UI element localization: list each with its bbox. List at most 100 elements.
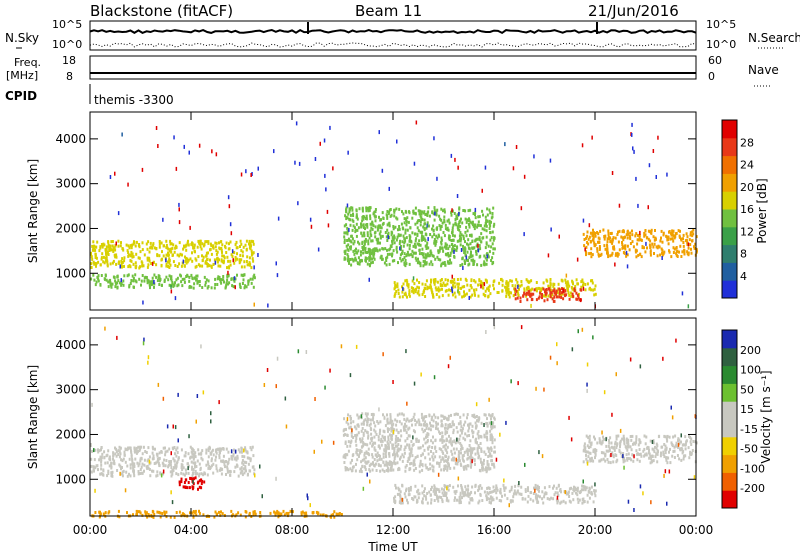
heatmap-cell [503, 486, 506, 490]
heatmap-cell [555, 486, 558, 490]
heatmap-cell [176, 276, 179, 280]
heatmap-cell [227, 195, 230, 200]
heatmap-cell [185, 248, 188, 252]
heatmap-cell [512, 492, 515, 496]
heatmap-cell [402, 227, 405, 231]
heatmap-cell [597, 254, 600, 258]
heatmap-cell [93, 458, 96, 462]
heatmap-cell [277, 216, 280, 221]
heatmap-cell [447, 278, 449, 282]
heatmap-cell [467, 494, 470, 498]
heatmap-cell [521, 497, 524, 501]
heatmap-cell [406, 417, 409, 421]
heatmap-cell [408, 293, 411, 296]
heatmap-cell [649, 439, 652, 443]
heatmap-cell [187, 239, 189, 243]
heatmap-cell [487, 288, 490, 292]
heatmap-cell [421, 416, 424, 420]
heatmap-cell [146, 459, 149, 463]
heatmap-cell [488, 487, 491, 490]
heatmap-cell [186, 260, 189, 264]
heatmap-cell [439, 279, 442, 283]
heatmap-cell [344, 456, 347, 460]
heatmap-cell [393, 452, 396, 456]
heatmap-cell [463, 450, 466, 454]
heatmap-cell [481, 227, 484, 231]
heatmap-cell [499, 487, 502, 491]
heatmap-cell [364, 468, 367, 471]
heatmap-cell [393, 208, 396, 212]
heatmap-cell [467, 484, 470, 488]
heatmap-cell [175, 464, 178, 468]
heatmap-cell [91, 248, 94, 252]
heatmap-cell [252, 513, 255, 517]
heatmap-cell [181, 468, 184, 471]
heatmap-cell [153, 246, 156, 250]
heatmap-cell [583, 442, 586, 446]
heatmap-cell [464, 209, 467, 213]
heatmap-cell [104, 274, 107, 278]
heatmap-cell [386, 421, 389, 425]
heatmap-cell [591, 279, 594, 283]
heatmap-cell [174, 244, 177, 248]
heatmap-cell [415, 287, 417, 291]
heatmap-cell [669, 447, 671, 451]
heatmap-cell [454, 157, 456, 162]
heatmap-cell [110, 461, 113, 465]
heatmap-cell [624, 235, 626, 239]
heatmap-cell [491, 230, 494, 234]
heatmap-cell [346, 466, 349, 470]
heatmap-cell [592, 238, 594, 242]
heatmap-cell [160, 258, 163, 262]
heatmap-cell [479, 484, 482, 488]
heatmap-cell [441, 450, 444, 454]
heatmap-cell [112, 259, 115, 263]
heatmap-cell [632, 459, 635, 463]
heatmap-cell [366, 262, 369, 266]
heatmap-cell [231, 284, 234, 288]
heatmap-cell [465, 488, 468, 492]
heatmap-cell [132, 279, 135, 283]
heatmap-cell [198, 485, 201, 489]
heatmap-cell [172, 260, 175, 264]
heatmap-cell [97, 448, 99, 452]
heatmap-cell [130, 246, 133, 250]
heatmap-cell [176, 265, 179, 268]
heatmap-cell [130, 252, 133, 256]
heatmap-cell [434, 257, 437, 261]
heatmap-cell [477, 419, 480, 423]
heatmap-cell [167, 251, 169, 255]
heatmap-cell [240, 447, 243, 451]
heatmap-cell [394, 495, 397, 499]
heatmap-cell [350, 245, 352, 249]
heatmap-cell [529, 497, 532, 501]
heatmap-cell [661, 256, 663, 260]
heatmap-cell [365, 461, 368, 465]
heatmap-cell [485, 435, 488, 439]
heatmap-cell [379, 420, 382, 424]
heatmap-cell [362, 431, 365, 435]
heatmap-cell [126, 464, 129, 468]
heatmap-cell [415, 437, 418, 441]
heatmap-cell [462, 413, 465, 417]
heatmap-cell [472, 212, 475, 216]
heatmap-cell [390, 434, 393, 437]
heatmap-cell [660, 451, 662, 455]
heatmap-cell [431, 441, 434, 445]
heatmap-cell [388, 463, 391, 466]
heatmap-cell [210, 419, 212, 424]
heatmap-cell [406, 228, 409, 232]
heatmap-cell [196, 394, 199, 398]
heatmap-cell [434, 286, 437, 290]
heatmap-cell [441, 414, 444, 418]
heatmap-cell [489, 467, 492, 471]
heatmap-cell [367, 242, 370, 246]
heatmap-cell [594, 437, 596, 441]
heatmap-cell [586, 234, 589, 238]
heatmap-cell [252, 510, 255, 514]
heatmap-cell [407, 434, 410, 438]
heatmap-cell [364, 256, 367, 260]
heatmap-cell [398, 488, 401, 492]
heatmap-cell [355, 443, 358, 447]
